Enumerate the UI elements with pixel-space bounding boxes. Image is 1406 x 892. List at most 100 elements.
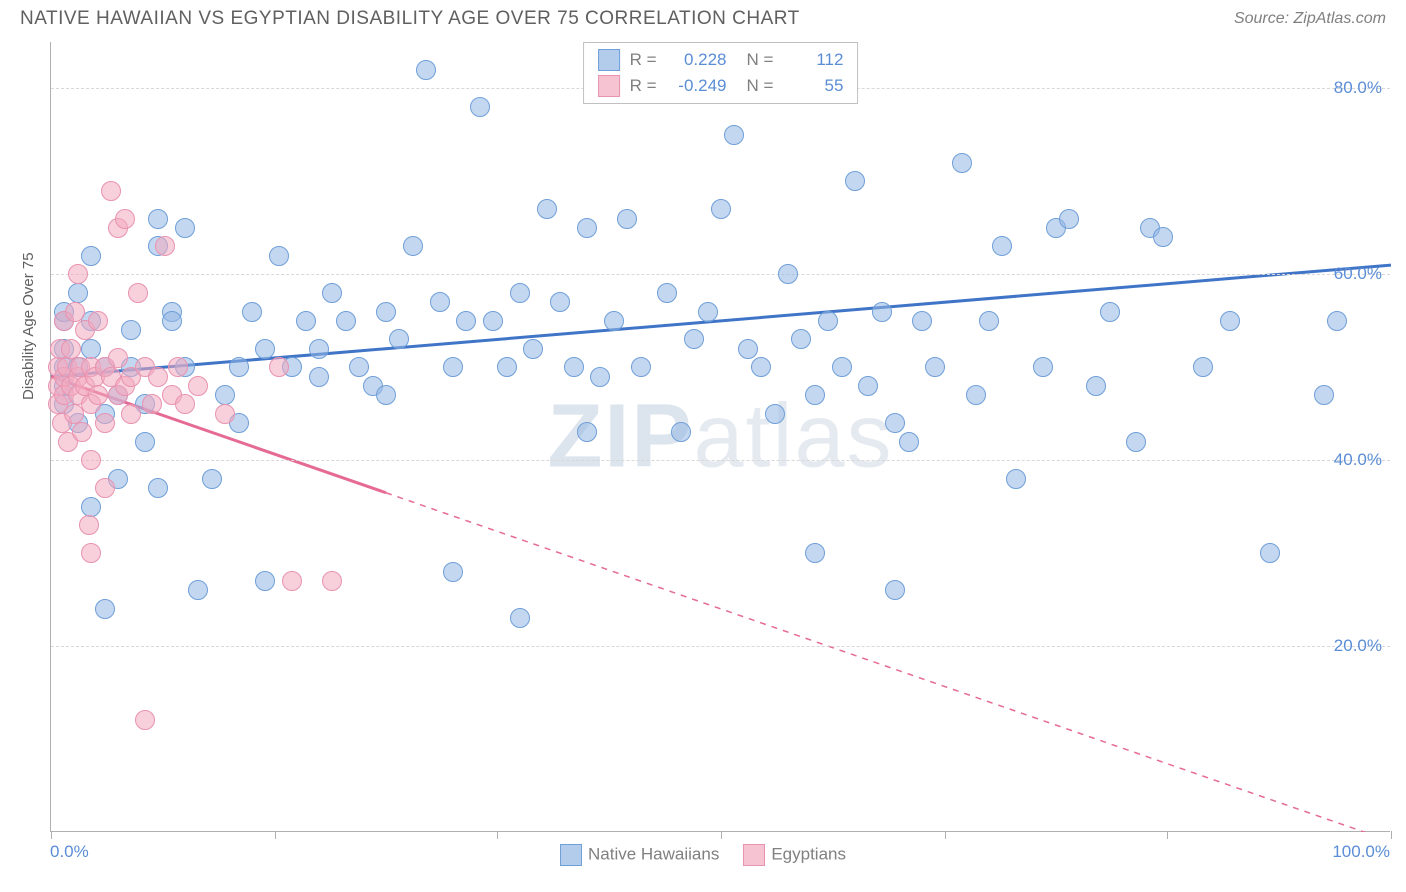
grid-line	[51, 460, 1390, 461]
data-point	[121, 320, 141, 340]
data-point	[282, 571, 302, 591]
source-label: Source: ZipAtlas.com	[1234, 10, 1386, 28]
data-point	[1100, 302, 1120, 322]
data-point	[309, 339, 329, 359]
trend-line-extrapolated	[386, 493, 1391, 832]
data-point	[135, 432, 155, 452]
x-tick	[275, 831, 276, 839]
legend-item: Native Hawaiians	[560, 844, 719, 866]
data-point	[188, 376, 208, 396]
source-name: ZipAtlas.com	[1294, 10, 1386, 27]
data-point	[108, 348, 128, 368]
data-point	[255, 339, 275, 359]
data-point	[61, 339, 81, 359]
data-point	[698, 302, 718, 322]
data-point	[617, 209, 637, 229]
data-point	[791, 329, 811, 349]
data-point	[443, 357, 463, 377]
x-axis-min: 0.0%	[50, 842, 89, 862]
chart-plot-area: ZIPatlas R =0.228N =112R =-0.249N =55 20…	[50, 42, 1390, 832]
data-point	[79, 515, 99, 535]
data-point	[979, 311, 999, 331]
x-tick	[51, 831, 52, 839]
data-point	[671, 422, 691, 442]
y-tick-label: 60.0%	[1334, 264, 1382, 284]
data-point	[202, 469, 222, 489]
data-point	[443, 562, 463, 582]
data-point	[1126, 432, 1146, 452]
legend-swatch	[743, 844, 765, 866]
data-point	[751, 357, 771, 377]
data-point	[564, 357, 584, 377]
data-point	[121, 404, 141, 424]
data-point	[604, 311, 624, 331]
data-point	[115, 209, 135, 229]
data-point	[523, 339, 543, 359]
data-point	[389, 329, 409, 349]
data-point	[818, 311, 838, 331]
legend-swatch	[598, 75, 620, 97]
data-point	[309, 367, 329, 387]
legend-row: R =-0.249N =55	[598, 73, 844, 99]
r-value: 0.228	[667, 50, 727, 70]
data-point	[590, 367, 610, 387]
data-point	[322, 571, 342, 591]
n-value: 55	[783, 76, 843, 96]
data-point	[1006, 469, 1026, 489]
chart-title: NATIVE HAWAIIAN VS EGYPTIAN DISABILITY A…	[20, 8, 800, 30]
legend-row: R =0.228N =112	[598, 47, 844, 73]
x-tick	[945, 831, 946, 839]
data-point	[142, 394, 162, 414]
y-axis-label: Disability Age Over 75	[20, 252, 37, 400]
data-point	[1086, 376, 1106, 396]
data-point	[215, 385, 235, 405]
data-point	[148, 209, 168, 229]
legend-item: Egyptians	[743, 844, 846, 866]
data-point	[376, 302, 396, 322]
data-point	[845, 171, 865, 191]
data-point	[858, 376, 878, 396]
source-prefix: Source:	[1234, 10, 1294, 27]
n-label: N =	[747, 76, 774, 96]
data-point	[403, 236, 423, 256]
data-point	[738, 339, 758, 359]
r-value: -0.249	[667, 76, 727, 96]
data-point	[101, 181, 121, 201]
data-point	[1193, 357, 1213, 377]
data-point	[1220, 311, 1240, 331]
data-point	[952, 153, 972, 173]
data-point	[1260, 543, 1280, 563]
data-point	[577, 218, 597, 238]
data-point	[269, 357, 289, 377]
data-point	[155, 236, 175, 256]
data-point	[88, 385, 108, 405]
data-point	[215, 404, 235, 424]
legend-swatch	[560, 844, 582, 866]
correlation-legend: R =0.228N =112R =-0.249N =55	[583, 42, 859, 104]
data-point	[322, 283, 342, 303]
data-point	[65, 302, 85, 322]
data-point	[657, 283, 677, 303]
data-point	[336, 311, 356, 331]
grid-line	[51, 274, 1390, 275]
x-tick	[721, 831, 722, 839]
data-point	[430, 292, 450, 312]
data-point	[832, 357, 852, 377]
x-tick	[1391, 831, 1392, 839]
data-point	[1327, 311, 1347, 331]
data-point	[81, 543, 101, 563]
data-point	[456, 311, 476, 331]
r-label: R =	[630, 50, 657, 70]
data-point	[175, 394, 195, 414]
data-point	[510, 283, 530, 303]
data-point	[255, 571, 275, 591]
data-point	[470, 97, 490, 117]
trend-lines	[51, 42, 1391, 832]
data-point	[805, 543, 825, 563]
data-point	[242, 302, 262, 322]
data-point	[229, 357, 249, 377]
grid-line	[51, 646, 1390, 647]
x-axis-max: 100.0%	[1332, 842, 1390, 862]
data-point	[416, 60, 436, 80]
data-point	[510, 608, 530, 628]
